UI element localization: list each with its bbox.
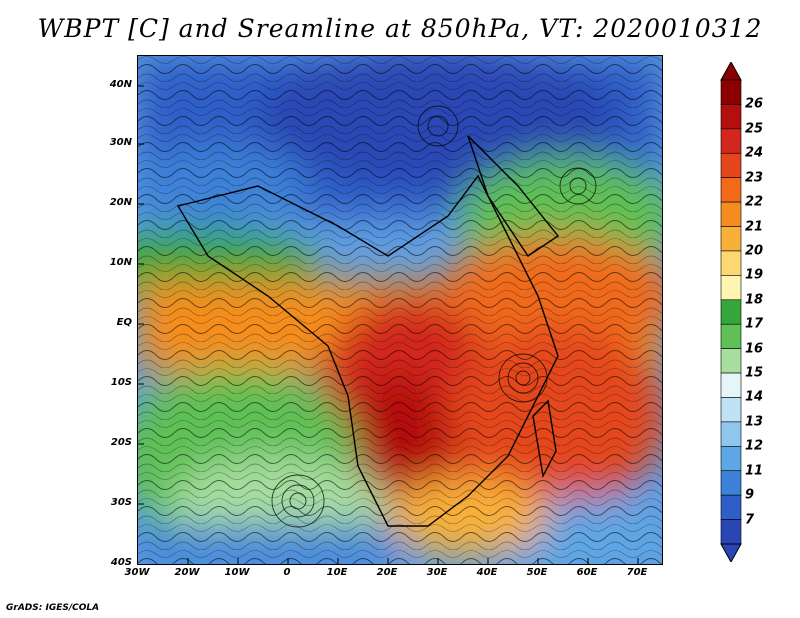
map-panel: [137, 55, 663, 565]
lat-label: 20N: [109, 197, 132, 208]
lat-label: 40N: [109, 79, 132, 90]
colorbar-swatch: [720, 177, 742, 203]
grads-credit: GrADS: IGES/COLA: [6, 603, 100, 613]
lon-label: 20E: [376, 567, 398, 578]
lat-label: 10N: [109, 257, 132, 268]
lat-label: 30S: [110, 497, 132, 508]
wbpt-field-map: [138, 56, 662, 564]
colorbar-swatch: [720, 372, 742, 398]
map-title: WBPT [C] and Sreamline at 850hPa, VT: 20…: [37, 14, 763, 43]
colorbar-label: 23: [745, 170, 764, 186]
colorbar-label: 21: [745, 219, 764, 235]
colorbar-label: 20: [745, 243, 764, 259]
colorbar-label: 16: [745, 341, 764, 357]
colorbar-swatch: [720, 348, 742, 374]
colorbar-swatch: [720, 470, 742, 496]
colorbar-label: 7: [745, 512, 755, 528]
colorbar-label: 19: [745, 267, 764, 283]
colorbar-label: 17: [745, 316, 764, 332]
colorbar-swatch: [720, 494, 742, 520]
colorbar-swatch: [720, 275, 742, 301]
colorbar-swatch: [720, 299, 742, 325]
lon-label: 20W: [174, 567, 200, 578]
colorbar-label: 24: [745, 145, 764, 161]
lat-label: 20S: [110, 437, 132, 448]
colorbar-swatch: [720, 397, 742, 423]
lon-label: 60E: [576, 567, 598, 578]
lat-label: EQ: [116, 317, 132, 328]
colorbar-swatch: [720, 323, 742, 349]
lat-label: 10S: [110, 377, 132, 388]
colorbar-swatch: [720, 446, 742, 472]
colorbar-swatch: [720, 201, 742, 227]
lat-label: 30N: [109, 137, 132, 148]
colorbar-swatch: [720, 152, 742, 178]
colorbar-label: 25: [745, 121, 764, 137]
colorbar-swatch: [720, 104, 742, 130]
lon-label: 10E: [326, 567, 348, 578]
lon-label: 30E: [426, 567, 448, 578]
colorbar-label: 13: [745, 414, 764, 430]
lon-label: 70E: [626, 567, 648, 578]
colorbar-label: 22: [745, 194, 764, 210]
colorbar-label: 12: [745, 438, 764, 454]
colorbar-swatch: [720, 250, 742, 276]
colorbar-arrow-top: [720, 62, 742, 81]
lon-label: 50E: [526, 567, 548, 578]
colorbar-swatch: [720, 79, 742, 105]
colorbar-arrow-bottom: [720, 543, 742, 562]
colorbar-label: 11: [745, 463, 764, 479]
colorbar-swatch: [720, 128, 742, 154]
colorbar-label: 15: [745, 365, 764, 381]
colorbar-swatch: [720, 421, 742, 447]
lon-label: 0: [283, 567, 291, 578]
colorbar-label: 9: [745, 487, 755, 503]
colorbar-label: 26: [745, 96, 764, 112]
colorbar: [720, 62, 742, 562]
lon-label: 10W: [224, 567, 250, 578]
colorbar-label: 14: [745, 389, 764, 405]
lat-label: 40S: [110, 557, 132, 568]
lon-label: 30W: [124, 567, 150, 578]
colorbar-swatch: [720, 519, 742, 545]
colorbar-label: 18: [745, 292, 764, 308]
lon-label: 40E: [476, 567, 498, 578]
colorbar-swatch: [720, 226, 742, 252]
